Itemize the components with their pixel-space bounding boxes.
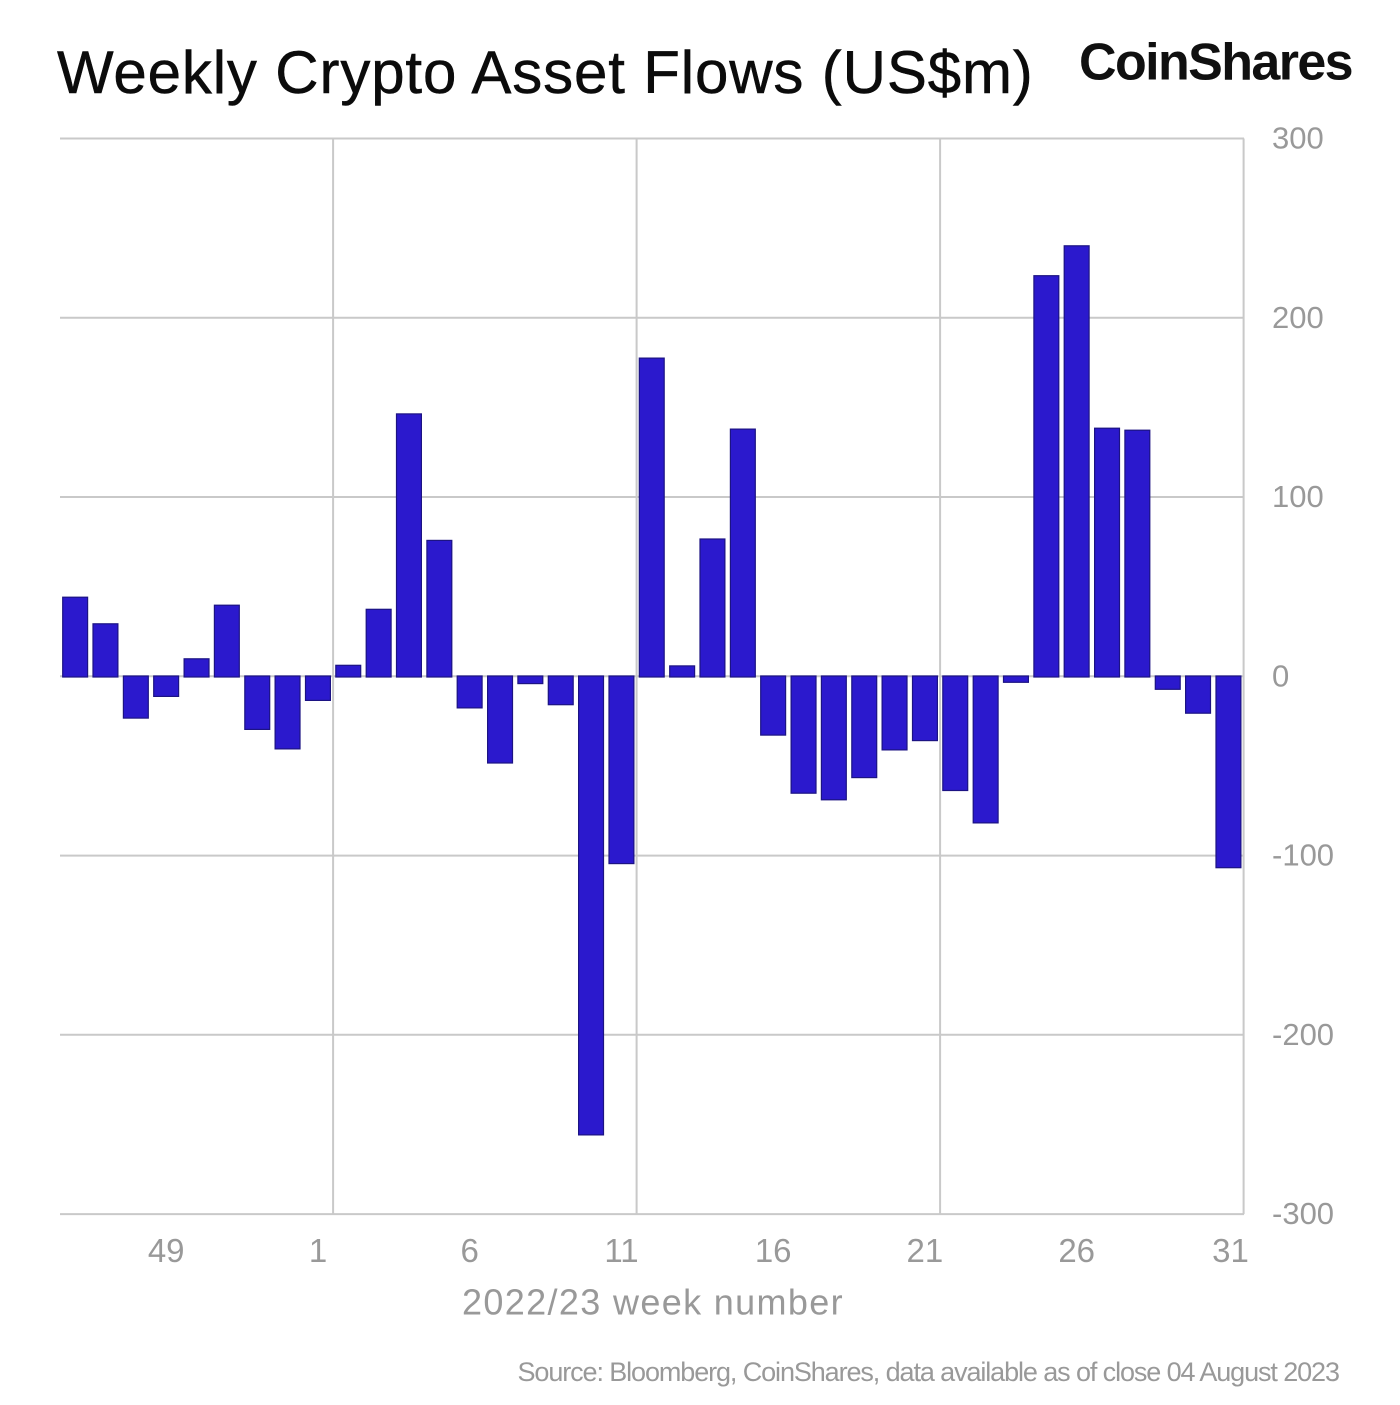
svg-text:100: 100 bbox=[1272, 479, 1324, 514]
svg-text:-100: -100 bbox=[1272, 838, 1334, 873]
svg-text:6: 6 bbox=[461, 1232, 479, 1269]
svg-text:-300: -300 bbox=[1272, 1196, 1334, 1231]
svg-text:Source: Bloomberg, CoinShares,: Source: Bloomberg, CoinShares, data avai… bbox=[518, 1357, 1339, 1387]
svg-text:200: 200 bbox=[1272, 300, 1324, 335]
svg-text:-200: -200 bbox=[1272, 1017, 1334, 1052]
svg-text:21: 21 bbox=[907, 1232, 944, 1269]
svg-text:31: 31 bbox=[1212, 1232, 1249, 1269]
svg-text:1: 1 bbox=[309, 1232, 327, 1269]
svg-text:16: 16 bbox=[755, 1232, 792, 1269]
svg-text:49: 49 bbox=[148, 1232, 185, 1269]
svg-text:CoinShares: CoinShares bbox=[1079, 33, 1352, 91]
svg-text:11: 11 bbox=[604, 1232, 638, 1269]
svg-text:300: 300 bbox=[1272, 121, 1324, 156]
svg-text:Weekly Crypto Asset Flows (US$: Weekly Crypto Asset Flows (US$m) bbox=[57, 39, 1034, 106]
svg-text:2022/23 week number: 2022/23 week number bbox=[462, 1281, 844, 1322]
svg-text:0: 0 bbox=[1272, 658, 1289, 693]
svg-text:26: 26 bbox=[1058, 1232, 1095, 1269]
